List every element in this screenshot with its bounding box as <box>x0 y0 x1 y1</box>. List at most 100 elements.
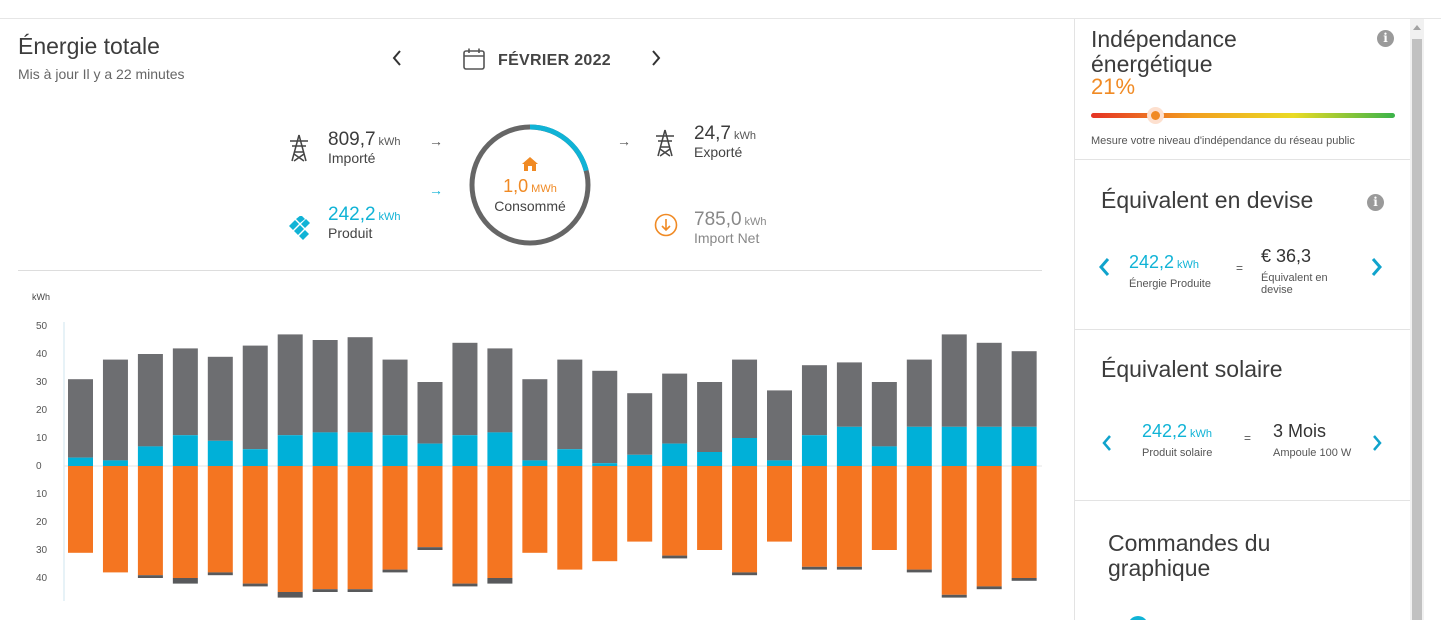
bar-solar <box>732 438 758 466</box>
pylon-export-icon <box>653 129 677 162</box>
bar-solar <box>452 435 478 466</box>
bar-solar <box>137 446 163 466</box>
bar-solar <box>417 443 443 466</box>
bar-solar <box>662 443 688 466</box>
bar-consumption <box>697 466 723 550</box>
y-tick-label: 10 <box>36 433 48 444</box>
month-selector[interactable]: FÉVRIER 2022 <box>498 52 611 69</box>
bar-consumption <box>172 466 198 578</box>
energy-bar-chart: kWh504030201001020304050 <box>32 292 1042 601</box>
bar-consumption <box>312 466 338 590</box>
prev-month-button[interactable] <box>387 49 407 71</box>
bar-consumption <box>452 466 478 584</box>
equals-sign: = <box>1236 261 1244 275</box>
bar-consumption <box>592 466 618 562</box>
side-panel: Indépendance énergétique i 21% Mesure vot… <box>1074 19 1411 620</box>
bar-solar <box>871 446 897 466</box>
bar-import <box>697 382 723 452</box>
solar-next-button[interactable] <box>1372 432 1383 458</box>
bar-export <box>277 592 303 598</box>
bar-export <box>662 555 688 559</box>
scrollbar[interactable] <box>1410 19 1424 620</box>
exported-metric: 24,7 kWh Exporté <box>694 123 756 160</box>
bar-consumption <box>242 466 268 584</box>
bar-consumption <box>767 466 792 542</box>
bar-solar <box>277 435 303 466</box>
bar-import <box>207 356 233 441</box>
bar-export <box>207 572 233 576</box>
chart-controls-title-line1: Commandes du <box>1108 530 1271 556</box>
bar-import <box>242 345 268 450</box>
bar-consumption <box>347 466 373 590</box>
chart-controls-title: Commandes du graphique <box>1108 531 1270 581</box>
bar-consumption <box>801 466 827 567</box>
currency-prev-button[interactable] <box>1098 257 1110 283</box>
solar-produced-value: 242,2 <box>1142 421 1188 441</box>
independence-percent: 21% <box>1091 74 1136 99</box>
consumed-label: Consommé <box>494 198 566 214</box>
chart-control-toggle[interactable] <box>1128 616 1148 620</box>
bar-consumption <box>976 466 1002 587</box>
produced-value: 242,2 <box>328 204 376 225</box>
scroll-up-arrow-icon[interactable] <box>1413 25 1421 30</box>
bar-consumption <box>941 466 967 595</box>
currency-produced-label: Énergie Produite <box>1129 278 1211 290</box>
solar-prev-button[interactable] <box>1101 432 1112 458</box>
bar-export <box>417 547 443 550</box>
bar-import <box>592 370 618 464</box>
info-icon[interactable]: i <box>1377 30 1394 47</box>
last-updated-text: Mis à jour Il y a 22 minutes <box>18 66 185 82</box>
bar-import <box>102 359 128 461</box>
bar-consumption <box>627 466 653 542</box>
imported-value: 809,7 <box>328 129 376 150</box>
chart-controls-title-line2: graphique <box>1108 555 1211 581</box>
independence-title-line1: Indépendance <box>1091 26 1237 52</box>
bar-import <box>522 379 548 461</box>
bar-import <box>68 379 93 458</box>
bar-import <box>137 354 163 447</box>
bar-consumption <box>1011 466 1037 578</box>
scrollbar-thumb[interactable] <box>1412 39 1422 620</box>
window-edge <box>1424 19 1441 620</box>
exported-value: 24,7 <box>694 123 731 144</box>
bar-export <box>452 583 478 587</box>
bar-consumption <box>871 466 897 550</box>
bar-consumption <box>906 466 932 570</box>
bar-solar <box>836 426 862 466</box>
bar-consumption <box>382 466 408 570</box>
exported-label: Exporté <box>694 144 743 160</box>
bar-import <box>172 348 198 436</box>
bar-export <box>836 566 862 570</box>
bar-solar <box>172 435 198 466</box>
bar-export <box>732 572 758 576</box>
imported-metric: 809,7 kWh Importé <box>328 129 401 166</box>
independence-gauge <box>1091 113 1395 118</box>
bar-consumption <box>836 466 862 567</box>
arrow-import-icon: → <box>429 133 443 149</box>
bar-solar <box>347 432 373 466</box>
bar-import <box>452 342 478 436</box>
y-tick-label: 40 <box>36 349 48 360</box>
calendar-icon[interactable] <box>462 47 486 76</box>
bar-export <box>906 569 932 573</box>
currency-amount-label: Équivalent en devise <box>1261 272 1328 296</box>
bar-solar <box>102 460 128 466</box>
solar-amount: 3 Mois <box>1273 421 1327 441</box>
bar-solar <box>557 449 583 466</box>
currency-produced-unit: kWh <box>1177 259 1200 271</box>
bar-export <box>941 594 967 598</box>
currency-amount-label-line1: Équivalent en <box>1261 272 1328 284</box>
card-divider <box>1075 500 1411 501</box>
bar-consumption <box>662 466 688 556</box>
next-month-button[interactable] <box>646 49 666 71</box>
bar-solar <box>976 426 1002 466</box>
info-icon[interactable]: i <box>1367 194 1384 211</box>
arrow-export-icon: → <box>617 133 631 149</box>
currency-produced-value: 242,2 <box>1129 252 1175 272</box>
bar-solar <box>68 457 93 466</box>
chevron-right-icon <box>1371 258 1382 276</box>
currency-amount-label-line2: devise <box>1261 284 1293 296</box>
currency-next-button[interactable] <box>1371 257 1383 283</box>
independence-caption: Mesure votre niveau d'indépendance du ré… <box>1091 135 1355 147</box>
independence-title-line2: énergétique <box>1091 51 1213 77</box>
